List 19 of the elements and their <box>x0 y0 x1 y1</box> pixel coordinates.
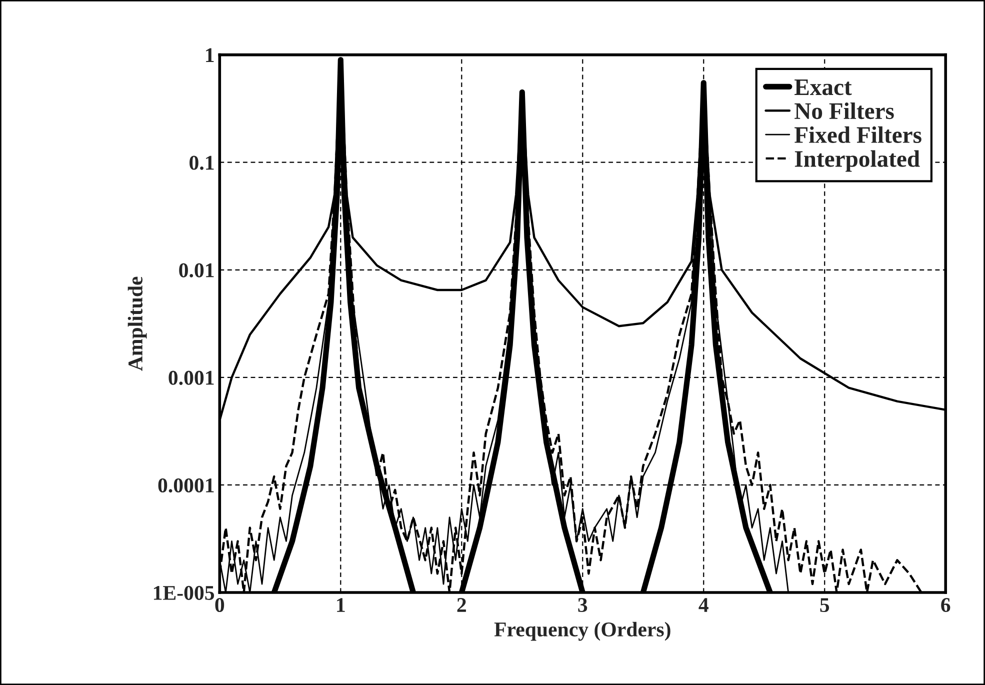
x-tick-label: 6 <box>941 598 950 612</box>
legend-label: No Filters <box>794 102 894 120</box>
legend-label: Fixed Filters <box>794 126 922 144</box>
y-tick-label: 0.001 <box>168 370 214 385</box>
y-tick-label: 0.1 <box>190 156 214 170</box>
x-tick-label: 0 <box>215 598 224 612</box>
y-tick-label: 1 <box>206 48 214 62</box>
x-tick-label: 4 <box>698 598 708 612</box>
y-axis-title: Amplitude <box>128 276 147 371</box>
y-tick-label: 1E-005 <box>154 586 214 600</box>
x-tick-label: 2 <box>457 598 466 612</box>
legend-label: Interpolated <box>794 150 920 172</box>
x-axis-title: Frequency (Orders) <box>494 622 670 641</box>
x-tick-label: 1 <box>337 598 345 612</box>
x-tick-label: 5 <box>820 598 830 612</box>
y-tick-label: 0.01 <box>179 263 214 278</box>
y-tick-label: 0.0001 <box>158 478 214 493</box>
x-tick-label: 3 <box>578 598 588 612</box>
legend-label: Exact <box>794 79 852 96</box>
